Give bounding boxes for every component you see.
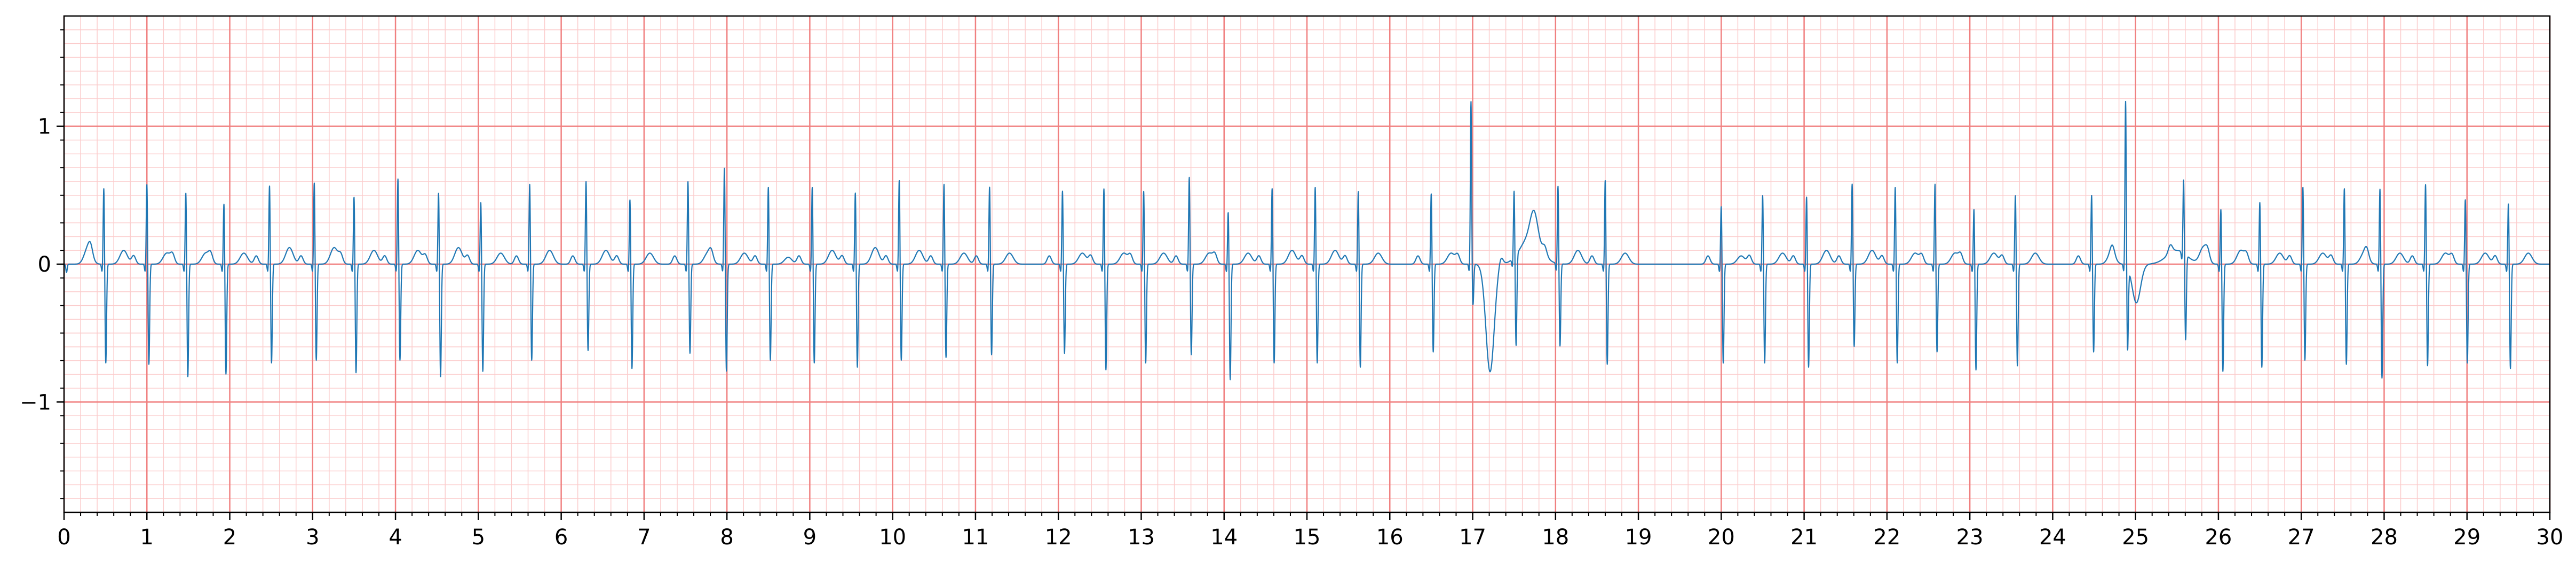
y-tick-label: 0 [38,252,51,277]
ecg-signal-line [64,100,2550,380]
x-tick-label: 6 [554,525,568,550]
x-tick-label: 11 [962,525,989,550]
y-tick-label: −1 [20,390,51,415]
x-tick-label: 10 [879,525,906,550]
x-tick-label: 17 [1459,525,1486,550]
x-tick-label: 23 [1956,525,1984,550]
x-tick-label: 13 [1128,525,1155,550]
x-tick-label: 28 [2371,525,2398,550]
x-tick-label: 19 [1625,525,1652,550]
x-axis-ticks: 0 1 2 3 4 5 6 7 8 9 10 11 12 13 14 15 16 17 18 19 20 21 22 23 24… [57,512,2563,550]
x-tick-label: 26 [2205,525,2232,550]
x-tick-label: 14 [1210,525,1238,550]
x-tick-label: 7 [637,525,651,550]
x-tick-label: 15 [1294,525,1321,550]
x-tick-label: 29 [2453,525,2480,550]
x-tick-label: 3 [306,525,319,550]
x-tick-label: 24 [2039,525,2066,550]
x-tick-label: 20 [1708,525,1735,550]
x-tick-label: 16 [1376,525,1404,550]
x-tick-label: 0 [57,525,70,550]
x-tick-label: 12 [1045,525,1072,550]
x-tick-label: 25 [2122,525,2149,550]
x-tick-label: 9 [803,525,817,550]
y-tick-label: 1 [38,115,51,139]
x-tick-label: 1 [140,525,154,550]
x-tick-label: 8 [720,525,733,550]
x-tick-label: 30 [2537,525,2564,550]
x-tick-label: 18 [1542,525,1569,550]
x-tick-label: 22 [1873,525,1900,550]
x-tick-label: 21 [1790,525,1818,550]
x-tick-label: 2 [223,525,236,550]
y-axis-ticks: −1 0 1 [20,29,64,499]
x-tick-label: 5 [472,525,485,550]
x-tick-label: 27 [2288,525,2315,550]
x-tick-label: 4 [389,525,402,550]
